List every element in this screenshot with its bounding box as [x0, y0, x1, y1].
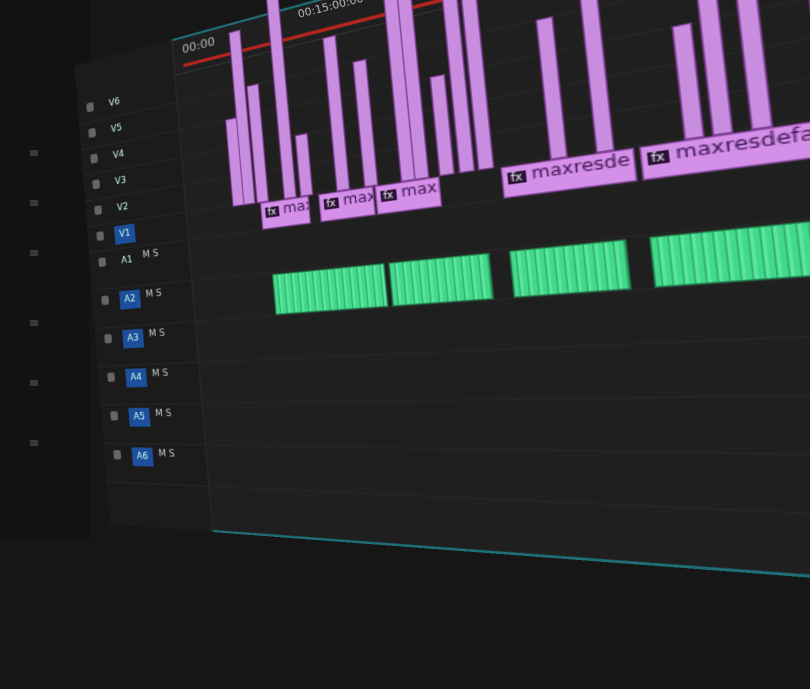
lock-icon[interactable]	[96, 231, 105, 242]
track-label[interactable]: A2	[119, 289, 142, 310]
lock-icon[interactable]	[94, 205, 103, 216]
lock-icon[interactable]	[98, 257, 107, 268]
mute-solo-buttons[interactable]: M S	[151, 368, 169, 380]
lock-icon[interactable]	[88, 127, 96, 139]
timeline-panel: 00:00 V6 V5 V4 V3 V2 V1 A1 M S A2 M S A3 M S A4 M S A5…	[74, 0, 810, 684]
track-label[interactable]: V1	[113, 223, 136, 245]
track-label[interactable]: V4	[112, 149, 125, 162]
lock-icon[interactable]	[92, 179, 101, 190]
lock-icon[interactable]	[86, 101, 94, 113]
track-label[interactable]: A5	[128, 407, 151, 427]
lock-icon[interactable]	[90, 153, 99, 164]
ruler-start-timecode: 00:00	[181, 34, 216, 57]
lock-icon[interactable]	[104, 333, 113, 344]
fx-badge: fx	[507, 170, 527, 185]
track-label[interactable]: V3	[114, 175, 127, 188]
track-label[interactable]: V2	[116, 201, 129, 214]
track-label[interactable]: V6	[108, 96, 121, 110]
mute-solo-buttons[interactable]: M S	[142, 248, 159, 261]
track-label[interactable]: A6	[131, 447, 154, 467]
fx-badge: fx	[264, 205, 280, 218]
track-label[interactable]: A1	[120, 254, 133, 267]
mute-solo-buttons[interactable]: M S	[154, 408, 172, 420]
mute-solo-buttons[interactable]: M S	[148, 328, 166, 340]
mute-solo-buttons[interactable]: M S	[158, 448, 176, 460]
track-label[interactable]: A3	[122, 328, 145, 349]
fx-badge: fx	[646, 149, 670, 166]
audio-clip[interactable]	[508, 239, 632, 298]
lock-icon[interactable]	[113, 450, 122, 460]
fx-badge: fx	[380, 189, 397, 203]
track-label[interactable]: V5	[110, 122, 123, 136]
lock-icon[interactable]	[101, 295, 110, 306]
lock-icon[interactable]	[107, 372, 116, 382]
clip-name: max	[282, 196, 312, 217]
fx-badge: fx	[323, 197, 339, 210]
mute-solo-buttons[interactable]: M S	[145, 288, 162, 301]
side-panel	[0, 0, 90, 540]
lock-icon[interactable]	[110, 411, 119, 421]
audio-clip[interactable]	[388, 252, 495, 307]
track-label[interactable]: A4	[125, 368, 148, 388]
